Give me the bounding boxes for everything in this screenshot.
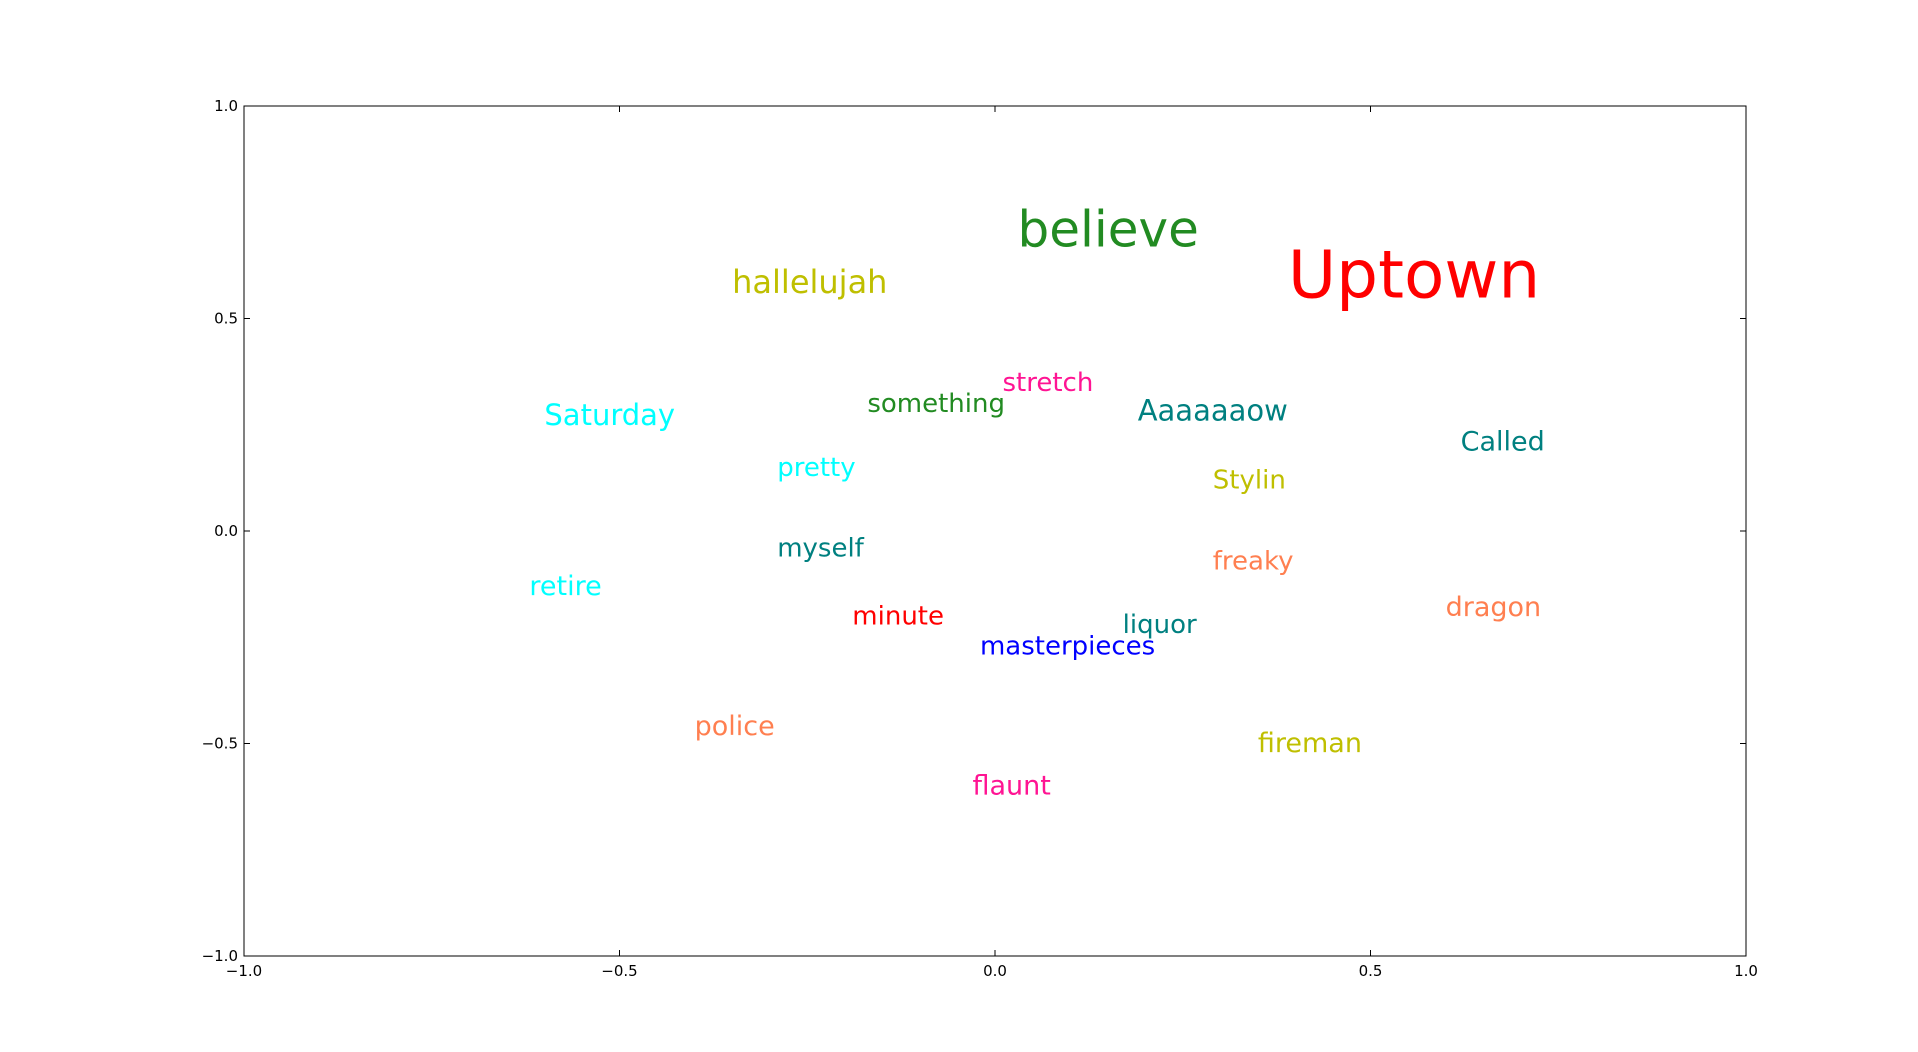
word-label-pretty: pretty: [777, 453, 855, 483]
word-label-police: police: [695, 711, 775, 742]
word-label-uptown: Uptown: [1288, 236, 1540, 313]
word-label-liquor: liquor: [1123, 610, 1197, 640]
word-label-saturday: Saturday: [544, 398, 675, 432]
y-tick-label: 0.0: [214, 522, 238, 540]
word-label-dragon: dragon: [1446, 592, 1542, 623]
word-label-stretch: stretch: [1003, 368, 1094, 398]
word-label-myself: myself: [777, 534, 864, 564]
x-tick-label: 1.0: [1734, 962, 1758, 980]
word-label-retire: retire: [529, 571, 601, 602]
y-tick-label: 0.5: [214, 310, 238, 328]
x-tick-label: 0.5: [1359, 962, 1383, 980]
word-label-believe: believe: [1018, 200, 1199, 258]
word-label-called: Called: [1461, 426, 1545, 457]
y-tick-label: −0.5: [202, 735, 238, 753]
axis-ticks: −1.0 −0.5 0.0 0.5 1.0 −1.0 −0.5 0.0 0.5 1.0: [202, 97, 1758, 980]
word-label-hallelujah: hallelujah: [732, 263, 887, 301]
x-tick-label: −1.0: [226, 962, 262, 980]
word-label-flaunt: flaunt: [972, 771, 1050, 802]
word-label-fireman: fireman: [1258, 728, 1362, 759]
x-tick-label: 0.0: [983, 962, 1007, 980]
y-tick-label: 1.0: [214, 97, 238, 115]
word-label-minute: minute: [852, 602, 944, 632]
x-tick-label: −0.5: [601, 962, 637, 980]
word-label-stylin: Stylin: [1213, 466, 1286, 496]
y-tick-label: −1.0: [202, 947, 238, 965]
plot-frame: [243, 105, 1747, 957]
word-label-aaaaaaow: Aaaaaaow: [1138, 394, 1288, 428]
word-label-something: something: [867, 389, 1005, 419]
word-label-masterpieces: masterpieces: [980, 631, 1155, 661]
word-label-freaky: freaky: [1213, 546, 1294, 576]
